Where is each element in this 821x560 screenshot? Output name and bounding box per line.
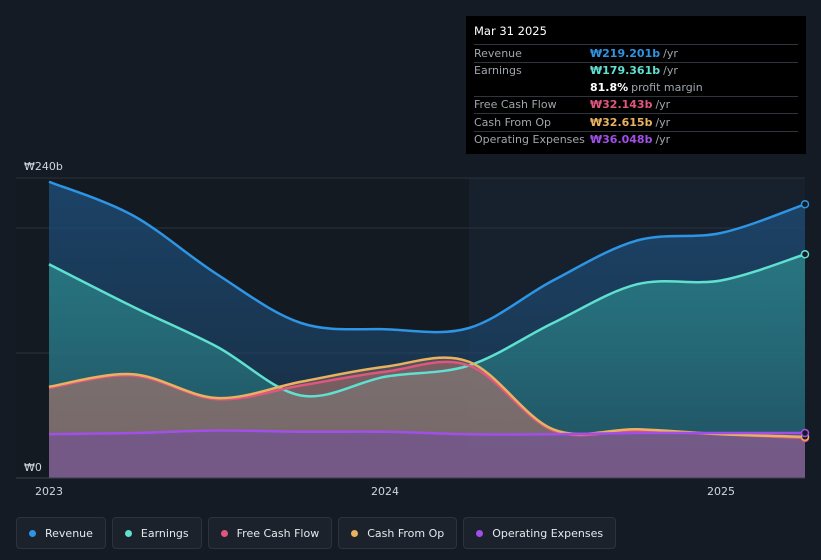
legend-label: Operating Expenses xyxy=(492,526,604,540)
series-lines xyxy=(48,180,806,440)
area-free-cash-flow xyxy=(49,361,805,478)
x-tick-label: 2024 xyxy=(371,485,399,498)
tooltip-label: Cash From Op xyxy=(474,115,552,129)
tooltip-label: Operating Expenses xyxy=(474,133,585,147)
profit-margin-text: profit margin xyxy=(631,80,703,94)
series-areas xyxy=(49,181,805,478)
tooltip-panel: Mar 31 2025 Revenue ₩219.201b /yr Earnin… xyxy=(466,16,806,154)
tooltip-label: Free Cash Flow xyxy=(474,98,557,112)
area-cash-from-op xyxy=(49,357,805,478)
legend-item-free-cash-flow[interactable]: Free Cash Flow xyxy=(207,517,333,549)
tooltip-row-profit-margin: 81.8% profit margin xyxy=(474,79,798,96)
tooltip-label: Revenue xyxy=(474,46,522,60)
line-cash-from-op xyxy=(48,356,806,438)
tooltip-value: ₩219.201b xyxy=(590,46,661,60)
line-operating-expenses xyxy=(48,429,805,436)
y-tick-label: ₩240b xyxy=(24,160,63,173)
marker-operating-expenses xyxy=(800,428,810,438)
legend-dot-icon xyxy=(476,529,484,537)
tooltip-value: ₩36.048b xyxy=(590,133,653,147)
legend-label: Cash From Op xyxy=(367,526,445,540)
x-tick-label: 2025 xyxy=(707,485,735,498)
area-operating-expenses xyxy=(49,430,805,478)
line-revenue xyxy=(48,180,806,334)
profit-margin-value: 81.8% xyxy=(590,80,629,94)
legend-item-earnings[interactable]: Earnings xyxy=(111,517,202,549)
tooltip-date: Mar 31 2025 xyxy=(474,24,547,38)
legend-item-cash-from-op[interactable]: Cash From Op xyxy=(338,517,458,549)
legend-item-revenue[interactable]: Revenue xyxy=(16,517,106,549)
x-axis-labels: 2023 2024 2025 xyxy=(35,485,735,498)
marker-earnings xyxy=(800,250,810,259)
tooltip-row-revenue: Revenue ₩219.201b /yr xyxy=(474,44,798,62)
legend-dot-icon xyxy=(124,529,132,537)
tooltip-value: ₩179.361b xyxy=(590,64,661,78)
tooltip-unit: /yr xyxy=(655,98,671,112)
tooltip-row-earnings: Earnings ₩179.361b /yr xyxy=(474,61,798,80)
x-tick-label: 2023 xyxy=(35,485,63,498)
tooltip-label: Earnings xyxy=(474,64,522,78)
line-earnings xyxy=(48,253,806,398)
legend-label: Revenue xyxy=(45,526,93,540)
legend-dot-icon xyxy=(351,529,359,537)
tooltip-unit: /yr xyxy=(655,115,671,129)
area-earnings xyxy=(49,254,805,478)
tooltip-unit: /yr xyxy=(663,64,678,78)
legend-label: Free Cash Flow xyxy=(236,526,320,540)
chart-legend: Revenue Earnings Free Cash Flow Cash Fro… xyxy=(16,517,617,549)
tooltip-row-free-cash-flow: Free Cash Flow ₩32.143b /yr xyxy=(474,95,798,114)
legend-item-operating-expenses[interactable]: Operating Expenses xyxy=(463,517,617,549)
legend-dot-icon xyxy=(220,529,228,537)
tooltip-unit: /yr xyxy=(663,46,678,60)
tooltip-value: ₩32.615b xyxy=(590,115,653,129)
tooltip-value: ₩32.143b xyxy=(590,98,653,112)
marker-revenue xyxy=(800,200,810,209)
tooltip-unit: /yr xyxy=(655,133,671,147)
y-tick-label: ₩0 xyxy=(24,461,42,474)
tooltip-row-cash-from-op: Cash From Op ₩32.615b /yr xyxy=(474,113,798,131)
y-axis-labels: ₩240b ₩0 xyxy=(24,160,63,474)
legend-label: Earnings xyxy=(140,526,189,540)
tooltip-row-operating-expenses: Operating Expenses ₩36.048b /yr xyxy=(474,130,798,149)
legend-dot-icon xyxy=(29,529,36,537)
series-end-markers xyxy=(800,200,810,443)
